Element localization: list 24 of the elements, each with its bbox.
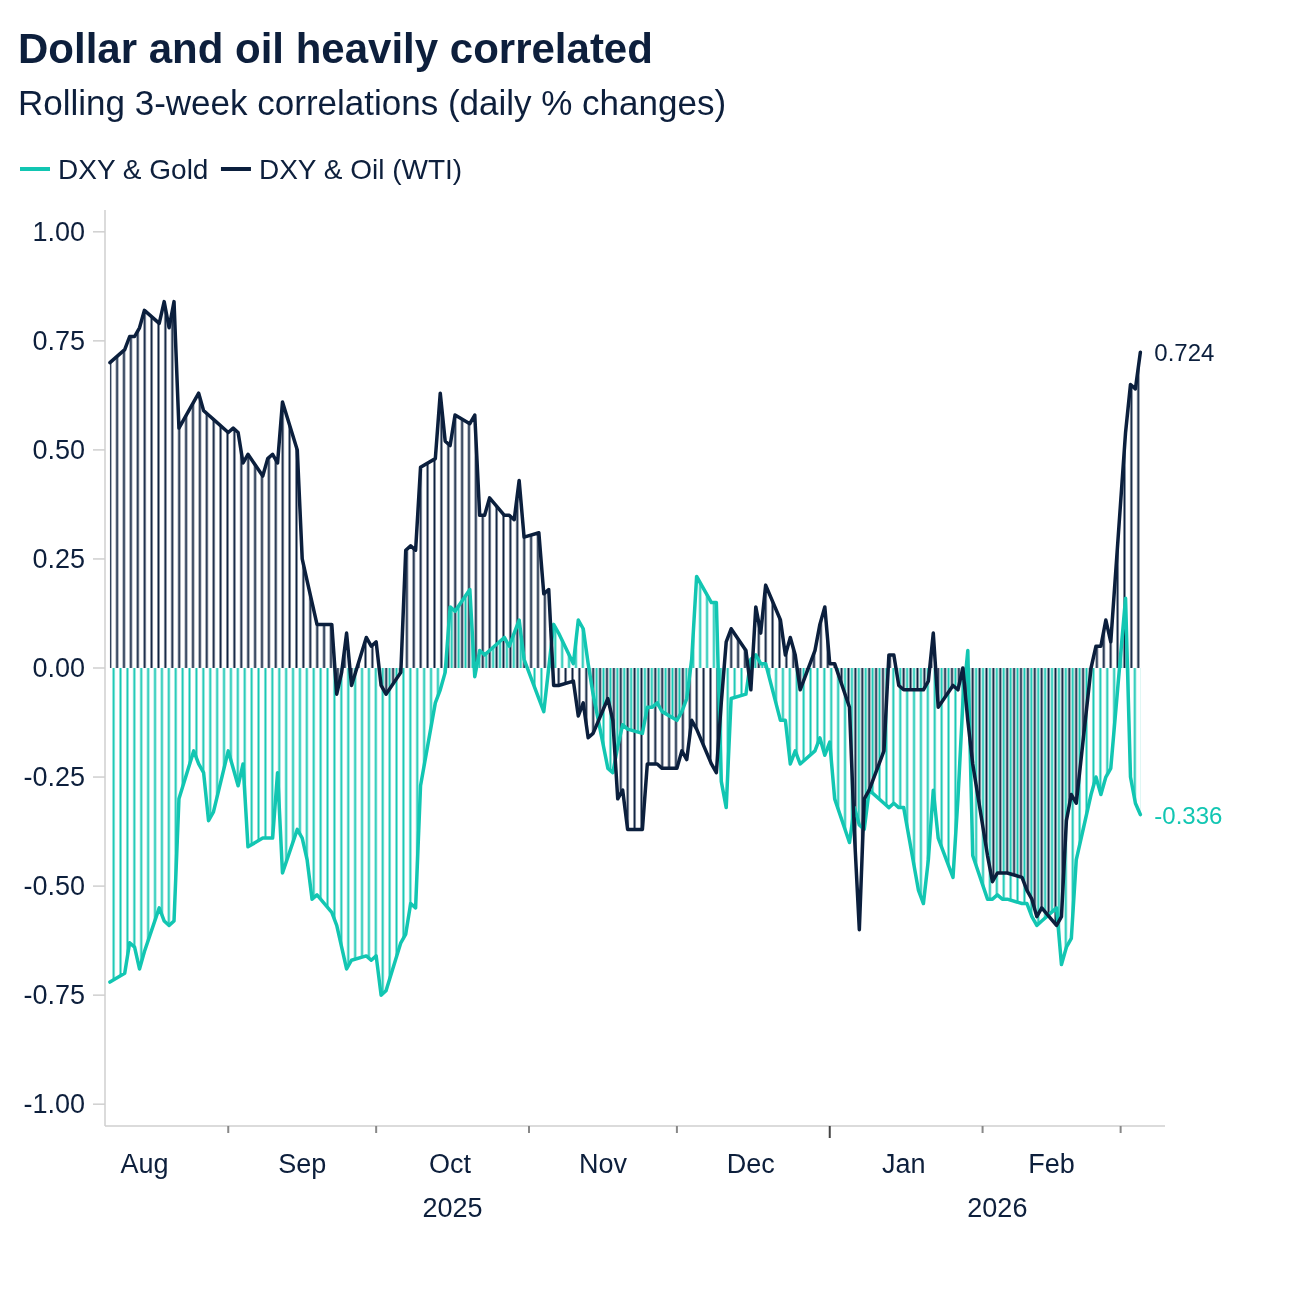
- y-tick-label: 0.75: [32, 325, 85, 356]
- y-tick-label: 0.00: [32, 653, 85, 683]
- x-tick-label: Nov: [578, 1149, 628, 1179]
- y-tick-label: 1.00: [32, 216, 85, 247]
- y-tick-label: 0.50: [32, 434, 85, 465]
- x-tick-label: Feb: [1028, 1149, 1075, 1179]
- x-tick-label: Oct: [429, 1149, 472, 1179]
- data-label: -0.336: [1154, 801, 1223, 829]
- y-tick-label: -1.00: [23, 1089, 85, 1120]
- chart-title: Dollar and oil heavily correlated: [18, 25, 653, 72]
- x-tick-label: Sep: [278, 1149, 327, 1179]
- y-tick-label: -0.50: [23, 871, 85, 902]
- chart-subtitle: Rolling 3-week correlations (daily % changes): [18, 83, 727, 122]
- x-tick-label: Dec: [726, 1149, 775, 1179]
- y-tick-label: 0.25: [32, 543, 85, 574]
- text: 2026: [967, 1193, 1028, 1223]
- x-tick-label: Aug: [120, 1149, 169, 1179]
- text: 2025: [422, 1193, 483, 1223]
- data-label: 0.724: [1154, 338, 1215, 366]
- y-tick-label: -0.25: [23, 762, 85, 793]
- legend-label: DXY & Gold: [58, 153, 209, 185]
- legend-label: DXY & Oil (WTI): [258, 153, 463, 185]
- y-tick-label: -0.75: [23, 980, 85, 1011]
- x-tick-label: Jan: [881, 1149, 926, 1179]
